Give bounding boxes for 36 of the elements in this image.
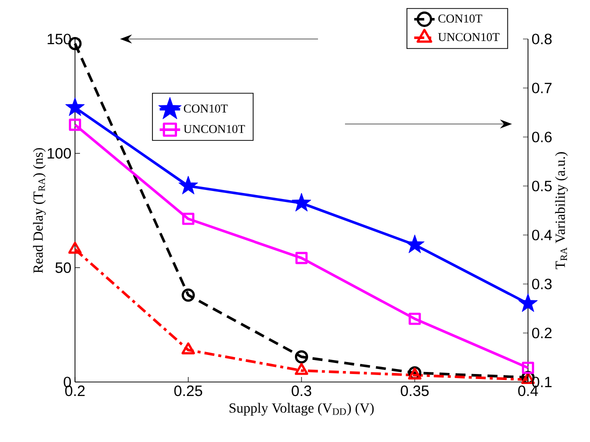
x-tick-label: 0.2 <box>65 386 85 396</box>
point <box>522 362 534 374</box>
legend-label: UNCON10T <box>184 124 245 134</box>
point <box>292 192 312 212</box>
y2-tick-label: 0.7 <box>532 82 552 94</box>
point <box>294 350 308 364</box>
y-axis-title: Read Delay (T$_{RA}$) (ns) <box>33 148 46 274</box>
point <box>404 234 425 254</box>
point <box>295 252 308 264</box>
y-tick-label: 100 <box>48 148 71 159</box>
y2-tick-label: 0.8 <box>532 34 552 44</box>
point <box>518 293 538 312</box>
x-tick-label: 0.25 <box>174 386 202 396</box>
y2-tick-label: 0.6 <box>532 132 552 142</box>
y2-tick-label: 0.2 <box>532 328 552 338</box>
legend-label: UNCON10T <box>438 33 500 42</box>
point <box>68 242 82 254</box>
point <box>178 176 198 194</box>
x-tick-label: 0.4 <box>518 386 538 396</box>
legend-label: CON10T <box>184 104 228 113</box>
point <box>182 342 195 354</box>
point <box>65 97 85 116</box>
y2-tick-label: 0.3 <box>532 278 552 290</box>
y2-tick-label: 0.4 <box>532 230 552 240</box>
point <box>408 312 421 325</box>
x-tick-label: 0.35 <box>400 386 429 396</box>
point <box>294 362 308 375</box>
x-axis-title: Supply Voltage (V$_{DD}$) (V) <box>230 402 374 416</box>
y2-axis-title: T$_{RA}$ Variability (a.u.) <box>555 152 568 270</box>
y2-tick-label: 0.5 <box>532 180 552 192</box>
point <box>182 288 195 302</box>
y-tick-label: 50 <box>55 262 71 273</box>
point <box>182 212 194 225</box>
x-tick-label: 0.3 <box>292 386 312 396</box>
legend-label: CON10T <box>438 14 482 23</box>
point <box>68 118 82 131</box>
